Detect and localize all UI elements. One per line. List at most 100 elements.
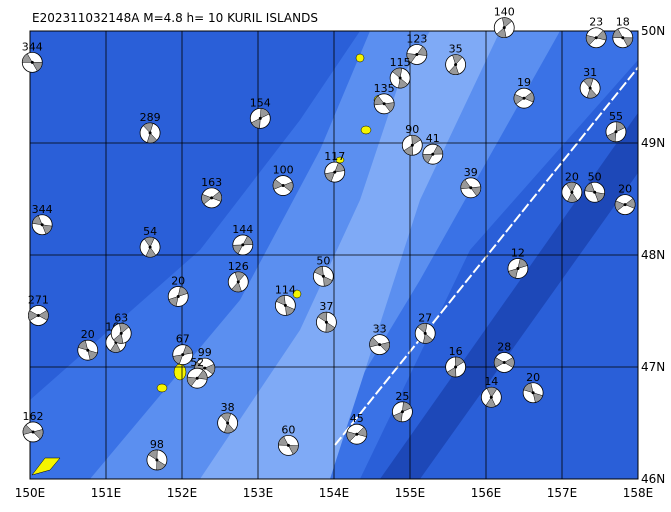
depth-label: 50 xyxy=(316,254,330,267)
beachball-quadrant xyxy=(275,295,286,306)
depth-label: 126 xyxy=(228,260,249,273)
beachball-quadrant xyxy=(446,366,457,378)
beachball-center xyxy=(400,410,404,414)
beachball-quadrant xyxy=(220,412,232,424)
beachball-quadrant xyxy=(584,182,596,193)
y-tick-label: 46N xyxy=(641,472,665,486)
focal-mechanism xyxy=(406,44,428,65)
beachball-quadrant xyxy=(583,77,594,89)
depth-label: 23 xyxy=(589,16,603,29)
depth-label: 45 xyxy=(350,412,364,425)
beachball-quadrant xyxy=(324,171,336,182)
focal-mechanism xyxy=(249,107,271,129)
beachball-quadrant xyxy=(565,182,577,193)
beachball-quadrant xyxy=(148,449,158,461)
beachball-center xyxy=(241,243,245,247)
beachball-quadrant xyxy=(231,281,242,293)
beachball-quadrant xyxy=(406,53,418,63)
beachball-quadrant xyxy=(201,193,213,205)
beachball-quadrant xyxy=(432,145,444,155)
depth-label: 33 xyxy=(373,323,387,336)
beachball-quadrant xyxy=(373,95,385,106)
beachball-quadrant xyxy=(260,108,270,119)
beachball-quadrant xyxy=(624,198,636,209)
beachball-quadrant xyxy=(502,17,513,29)
depth-label: 60 xyxy=(281,423,295,436)
beachball-quadrant xyxy=(417,323,428,334)
focal-mechanism xyxy=(201,187,223,209)
focal-mechanism xyxy=(414,322,436,344)
beachball-center xyxy=(516,266,520,270)
beachball-quadrant xyxy=(242,235,254,246)
focal-mechanism xyxy=(460,177,482,199)
beachball-quadrant xyxy=(614,200,626,212)
beachball-quadrant xyxy=(168,296,179,307)
beachball-quadrant xyxy=(250,117,261,129)
x-tick-label: 153E xyxy=(243,486,274,500)
beachball-center xyxy=(614,130,618,134)
focal-mechanism xyxy=(561,181,583,203)
beachball-quadrant xyxy=(282,181,294,193)
beachball-center xyxy=(489,395,493,399)
depth-label: 90 xyxy=(405,123,419,136)
y-tick-label: 50N xyxy=(641,24,665,38)
beachball-quadrant xyxy=(585,34,597,46)
beachball-quadrant xyxy=(28,310,39,321)
beachball-quadrant xyxy=(177,286,189,297)
depth-label: 20 xyxy=(526,371,540,384)
depth-label: 37 xyxy=(319,300,333,313)
depth-label: 20 xyxy=(565,170,579,183)
beachball-center xyxy=(324,320,328,324)
depth-label: 114 xyxy=(275,283,296,296)
beachball-quadrant xyxy=(142,122,154,134)
focal-mechanism xyxy=(614,194,636,216)
beachball-center xyxy=(621,36,625,40)
depth-label: 344 xyxy=(32,203,53,216)
beachball-quadrant xyxy=(143,236,155,248)
focal-mechanism xyxy=(584,181,606,203)
beachball-quadrant xyxy=(224,422,235,434)
beachball-quadrant xyxy=(211,191,222,202)
beachball-center xyxy=(382,102,386,106)
x-tick-label: 156E xyxy=(471,486,502,500)
beachball-quadrant xyxy=(606,131,617,143)
depth-label: 55 xyxy=(609,110,623,123)
focal-mechanism xyxy=(391,401,413,423)
beachball-center xyxy=(531,391,535,395)
x-tick-label: 152E xyxy=(167,486,198,500)
beachball-center xyxy=(181,353,185,357)
beachball-quadrant xyxy=(454,356,465,368)
focal-mechanism xyxy=(369,334,391,356)
beachball-center xyxy=(502,361,506,365)
x-tick-label: 158E xyxy=(623,486,654,500)
beachball-quadrant xyxy=(346,431,358,442)
depth-label: 344 xyxy=(22,40,43,53)
beachball-quadrant xyxy=(523,382,534,394)
focal-mechanism xyxy=(493,17,515,39)
beachball-center xyxy=(203,366,207,370)
beachball-quadrant xyxy=(87,349,98,361)
depth-label: 18 xyxy=(616,16,630,29)
beachball-center xyxy=(594,36,598,40)
focal-mechanism xyxy=(21,51,43,73)
depth-label: 162 xyxy=(23,410,44,423)
depth-label: 140 xyxy=(494,6,515,19)
y-tick-label: 49N xyxy=(641,136,665,150)
beachball-quadrant xyxy=(287,445,299,455)
beachball-quadrant xyxy=(313,266,324,277)
x-tick-label: 154E xyxy=(319,486,350,500)
beachball-center xyxy=(210,196,214,200)
depth-label: 154 xyxy=(250,96,271,109)
beachball-center xyxy=(155,458,159,462)
beachball-quadrant xyxy=(595,30,607,41)
frame xyxy=(29,30,639,480)
beachball-quadrant xyxy=(452,54,463,66)
beachball-center xyxy=(258,116,262,120)
beachball-quadrant xyxy=(22,53,33,63)
beachball-center xyxy=(176,294,180,298)
focal-mechanism xyxy=(77,339,99,361)
beachball-quadrant xyxy=(513,93,525,105)
beachball-quadrant xyxy=(272,179,284,190)
focal-mechanism xyxy=(445,54,467,75)
